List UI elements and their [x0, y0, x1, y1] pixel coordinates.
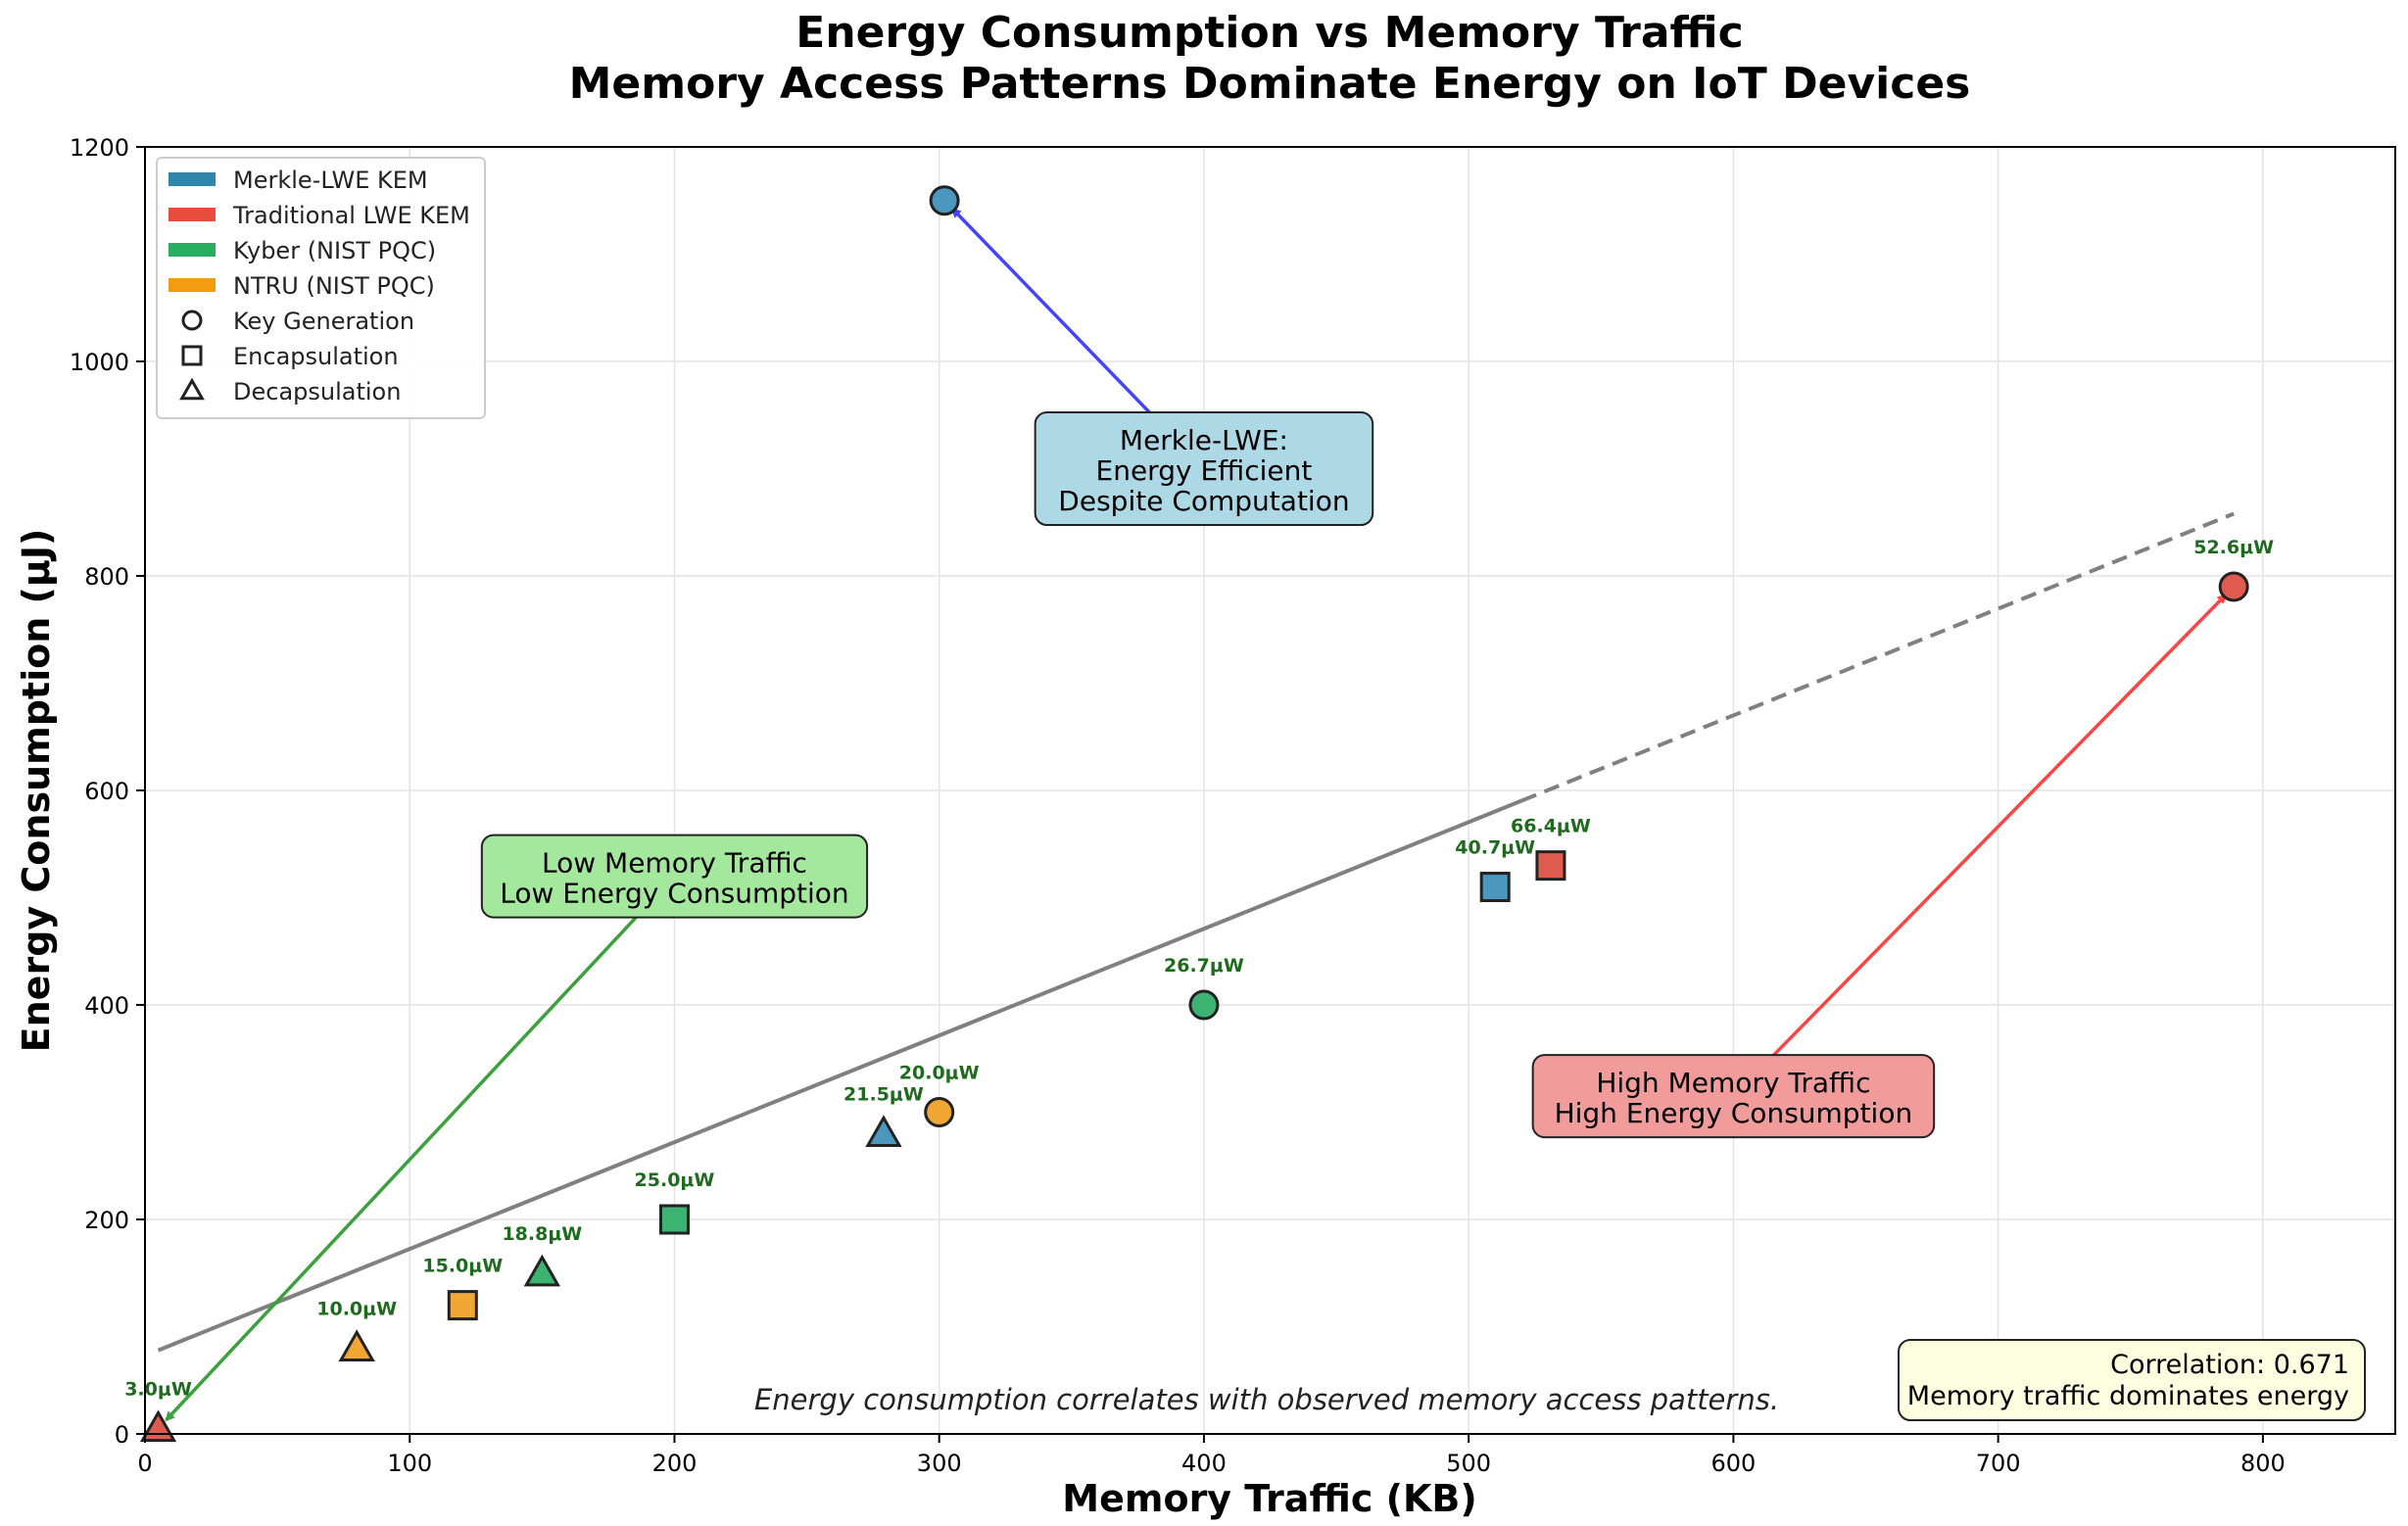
legend-label: Key Generation: [233, 308, 414, 335]
annotation-box: [1034, 411, 1374, 526]
legend-label: NTRU (NIST PQC): [233, 272, 435, 300]
data-label: 21.5μW: [843, 1083, 924, 1105]
data-point-circle: [2218, 571, 2249, 602]
x-tick-label: 400: [1181, 1450, 1227, 1477]
y-tick-label: 800: [84, 563, 129, 591]
data-point-triangle: [523, 1254, 561, 1287]
legend-label: Traditional LWE KEM: [232, 202, 470, 229]
y-tick-label: 1200: [70, 134, 129, 162]
y-tick-label: 200: [84, 1207, 129, 1234]
annotation-box: [1531, 1054, 1936, 1139]
legend: Merkle-LWE KEM Traditional LWE KEM Kyber (…: [156, 157, 486, 419]
data-point-square: [1479, 872, 1511, 903]
legend-label: Merkle-LWE KEM: [233, 167, 428, 194]
legend-marker-square: [181, 345, 203, 366]
data-label: 66.4μW: [1511, 816, 1591, 837]
annotation-arrow: [951, 207, 1151, 414]
x-tick-label: 800: [2240, 1450, 2286, 1477]
x-tick-label: 600: [1711, 1450, 1757, 1477]
data-label: 15.0μW: [422, 1256, 503, 1277]
legend-marker-triangle: [179, 377, 205, 401]
stats-correlation: Correlation: 0.671: [2110, 1350, 2349, 1380]
data-point-circle: [1188, 989, 1220, 1021]
data-label: 20.0μW: [899, 1063, 980, 1084]
data-point-square: [447, 1290, 478, 1321]
data-points-group: 40.7μW 21.5μW 52.6μW 66.4μW 3.0μW 26.7μW 25.0μ…: [124, 185, 2274, 1443]
data-point-triangle: [865, 1115, 902, 1147]
x-axis-ticks: 0 100 200 300 400 500 600 700 800: [137, 1434, 2286, 1477]
annotation-text: Low Memory Traffic Low Energy Consumption: [500, 847, 848, 910]
legend-label: Encapsulation: [233, 343, 399, 370]
annotation-arrow: [1772, 594, 2228, 1057]
x-tick-label: 300: [917, 1450, 962, 1477]
chart-title: Energy Consumption vs Memory Traffic: [795, 8, 1743, 58]
legend-swatch: [169, 208, 216, 221]
trend-line-dashed: [1520, 511, 2235, 803]
x-axis-label: Memory Traffic (KB): [1062, 1477, 1476, 1520]
legend-swatch: [169, 278, 216, 292]
annotation-text: Merkle-LWE: Energy Efficient Despite Compu…: [1058, 424, 1349, 517]
annotation-line: Despite Computation: [1058, 485, 1349, 517]
data-label: 10.0μW: [316, 1298, 397, 1319]
stats-box: Correlation: 0.671 Memory traffic domina…: [1898, 1339, 2366, 1421]
legend-marker-circle: [181, 310, 203, 331]
annotations-group: Merkle-LWE: Energy Efficient Despite Compu…: [165, 207, 2228, 1422]
legend-label: Decapsulation: [233, 378, 401, 405]
y-tick-label: 1000: [70, 349, 129, 376]
x-tick-label: 700: [1976, 1450, 2021, 1477]
y-tick-label: 400: [84, 992, 129, 1020]
annotation-line: Low Memory Traffic: [542, 847, 807, 880]
annotation-line: High Energy Consumption: [1555, 1097, 1913, 1129]
data-label: 52.6μW: [2193, 537, 2274, 558]
annotation-line: High Memory Traffic: [1596, 1067, 1870, 1099]
legend-swatch: [169, 172, 216, 186]
data-point-circle: [929, 185, 960, 216]
data-point-circle: [924, 1097, 955, 1127]
legend-swatch: [169, 243, 216, 257]
footnote: Energy consumption correlates with obser…: [754, 1383, 1779, 1416]
annotation-text: High Memory Traffic High Energy Consumpti…: [1555, 1067, 1913, 1129]
y-tick-label: 0: [115, 1421, 129, 1449]
y-axis-ticks: 0 200 400 600 800 1000 1200: [70, 134, 145, 1449]
annotation-line: Energy Efficient: [1096, 454, 1313, 487]
annotation-box: [480, 834, 869, 919]
trend-line-group: [157, 511, 2235, 1353]
chart-subtitle: Memory Access Patterns Dominate Energy o…: [569, 59, 1971, 109]
data-point-square: [658, 1204, 690, 1235]
legend-label: Kyber (NIST PQC): [233, 237, 436, 264]
data-label: 40.7μW: [1455, 837, 1535, 859]
data-label: 3.0μW: [124, 1379, 192, 1401]
x-tick-label: 0: [137, 1450, 152, 1477]
stats-note: Memory traffic dominates energy: [1907, 1381, 2349, 1411]
data-point-square: [1535, 850, 1566, 882]
annotation-arrow: [165, 916, 638, 1422]
data-point-triangle: [338, 1329, 375, 1361]
data-label: 18.8μW: [502, 1223, 582, 1245]
trend-line-solid: [157, 798, 1522, 1353]
x-tick-label: 500: [1446, 1450, 1491, 1477]
x-tick-label: 200: [652, 1450, 698, 1477]
y-tick-label: 600: [84, 778, 129, 805]
legend-frame: [156, 157, 486, 419]
annotation-line: Merkle-LWE:: [1120, 424, 1288, 456]
x-tick-label: 100: [387, 1450, 432, 1477]
data-label: 26.7μW: [1164, 955, 1244, 977]
annotation-line: Low Energy Consumption: [500, 878, 848, 910]
y-axis-label: Energy Consumption (μJ): [15, 529, 58, 1053]
data-label: 25.0μW: [635, 1169, 715, 1191]
